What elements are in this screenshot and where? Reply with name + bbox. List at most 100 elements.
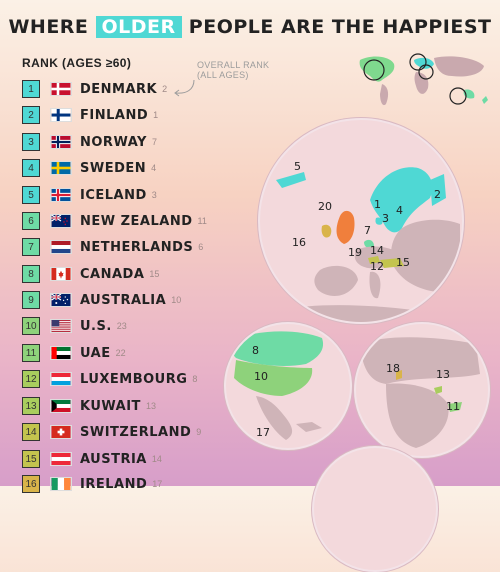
map-label: 8 [252,344,259,357]
country-name: DENMARK [80,81,158,97]
country-name: FINLAND [80,107,149,123]
rank-badge: 13 [22,397,40,415]
map-label: 20 [318,200,332,213]
page-title: WHERE OLDER PEOPLE ARE THE HAPPIEST [0,16,500,38]
country-name: AUSTRIA [80,451,147,467]
map-label: 4 [396,204,403,217]
title-post: PEOPLE ARE THE HAPPIEST [181,16,492,38]
country-name: SWEDEN [80,160,147,176]
map-label: 18 [386,362,400,375]
overall-rank: 22 [115,348,126,358]
list-item: 1 DENMARK 2 [22,79,167,99]
country-name: U.S. [80,318,112,334]
map-label: 10 [254,370,268,383]
luxembourg-flag-icon [50,372,72,386]
uae-flag-icon [50,346,72,360]
overall-rank: 11 [197,216,207,226]
overall-rank: 10 [171,295,182,305]
country-name: CANADA [80,266,145,282]
list-item: 14 SWITZERLAND 9 [22,422,201,442]
overall-rank: 6 [198,242,204,252]
country-name: SWITZERLAND [80,424,192,440]
overall-rank: 1 [153,110,159,120]
country-name: LUXEMBOURG [80,371,188,387]
rank-badge: 14 [22,423,40,441]
rank-badge: 4 [22,159,40,177]
country-name: KUWAIT [80,398,141,414]
rank-badge: 12 [22,370,40,388]
map-label: 3 [382,212,389,225]
ireland-flag-icon [50,477,72,491]
middle-east-map-graphic [360,337,480,448]
rank-badge: 8 [22,265,40,283]
list-item: 8 CANADA 15 [22,264,159,284]
list-item: 10 U.S. 23 [22,316,127,336]
canada-flag-icon [50,267,72,281]
rank-badge: 9 [22,291,40,309]
overall-rank: 2 [162,84,168,94]
overall-rank-header: OVERALL RANK (ALL AGES) [197,60,269,80]
title-pre: WHERE [8,16,96,38]
middle-east-map-circle: 18 13 11 [354,322,490,458]
map-label: 2 [434,188,441,201]
rank-badge: 7 [22,238,40,256]
list-item: 13 KUWAIT 13 [22,396,156,416]
map-label: 16 [292,236,306,249]
overall-rank: 8 [192,374,198,384]
rank-badge: 5 [22,186,40,204]
list-item: 4 SWEDEN 4 [22,158,156,178]
map-label: 15 [396,256,410,269]
map-label: 5 [294,160,301,173]
iceland-flag-icon [50,188,72,202]
overall-rank: 14 [151,454,162,464]
map-label: 12 [370,260,384,273]
overall-rank: 17 [152,479,163,489]
list-item: 3 NORWAY 7 [22,132,157,152]
oceania-map-circle [312,446,438,572]
overall-rank-line1: OVERALL RANK [197,60,270,70]
curved-arrow-icon [174,79,195,97]
list-item: 12 LUXEMBOURG 8 [22,369,197,389]
list-item: 11 UAE 22 [22,343,126,363]
overall-rank: 7 [151,137,157,147]
americas-map-circle: 8 10 17 [224,322,352,450]
country-name: IRELAND [80,476,148,492]
map-label: 13 [436,368,450,381]
kuwait-flag-icon [50,399,72,413]
rank-badge: 2 [22,106,40,124]
map-label: 14 [370,244,384,257]
list-item: 2 FINLAND 1 [22,105,158,125]
us-flag-icon [50,319,72,333]
map-label: 7 [364,224,371,237]
rank-badge: 10 [22,317,40,335]
overall-rank: 9 [196,427,202,437]
netherlands-flag-icon [50,240,72,254]
list-item: 16 IRELAND 17 [22,474,162,494]
country-name: NETHERLANDS [80,239,194,255]
map-label: 1 [374,198,381,211]
list-item: 9 AUSTRALIA 10 [22,290,181,310]
finland-flag-icon [50,108,72,122]
country-name: AUSTRALIA [80,292,167,308]
overall-rank: 13 [145,401,156,411]
map-label: 19 [348,246,362,259]
overall-rank: 15 [149,269,160,279]
title-highlight: OLDER [95,16,182,38]
rank-badge: 1 [22,80,40,98]
list-item: 5 ICELAND 3 [22,185,157,205]
rank-badge: 16 [22,475,40,493]
new-zealand-flag-icon [50,214,72,228]
map-label: 17 [256,426,270,439]
country-name: NEW ZEALAND [80,213,193,229]
list-item: 7 NETHERLANDS 6 [22,237,203,257]
americas-map-graphic [230,331,324,440]
country-name: NORWAY [80,134,147,150]
map-label: 11 [446,400,460,413]
switzerland-flag-icon [50,425,72,439]
list-item: 15 AUSTRIA 14 [22,449,162,469]
rank-header: RANK (AGES ≥60) [22,56,132,70]
norway-flag-icon [50,135,72,149]
country-name: ICELAND [80,187,147,203]
rank-badge: 11 [22,344,40,362]
europe-map-graphic [276,167,460,322]
